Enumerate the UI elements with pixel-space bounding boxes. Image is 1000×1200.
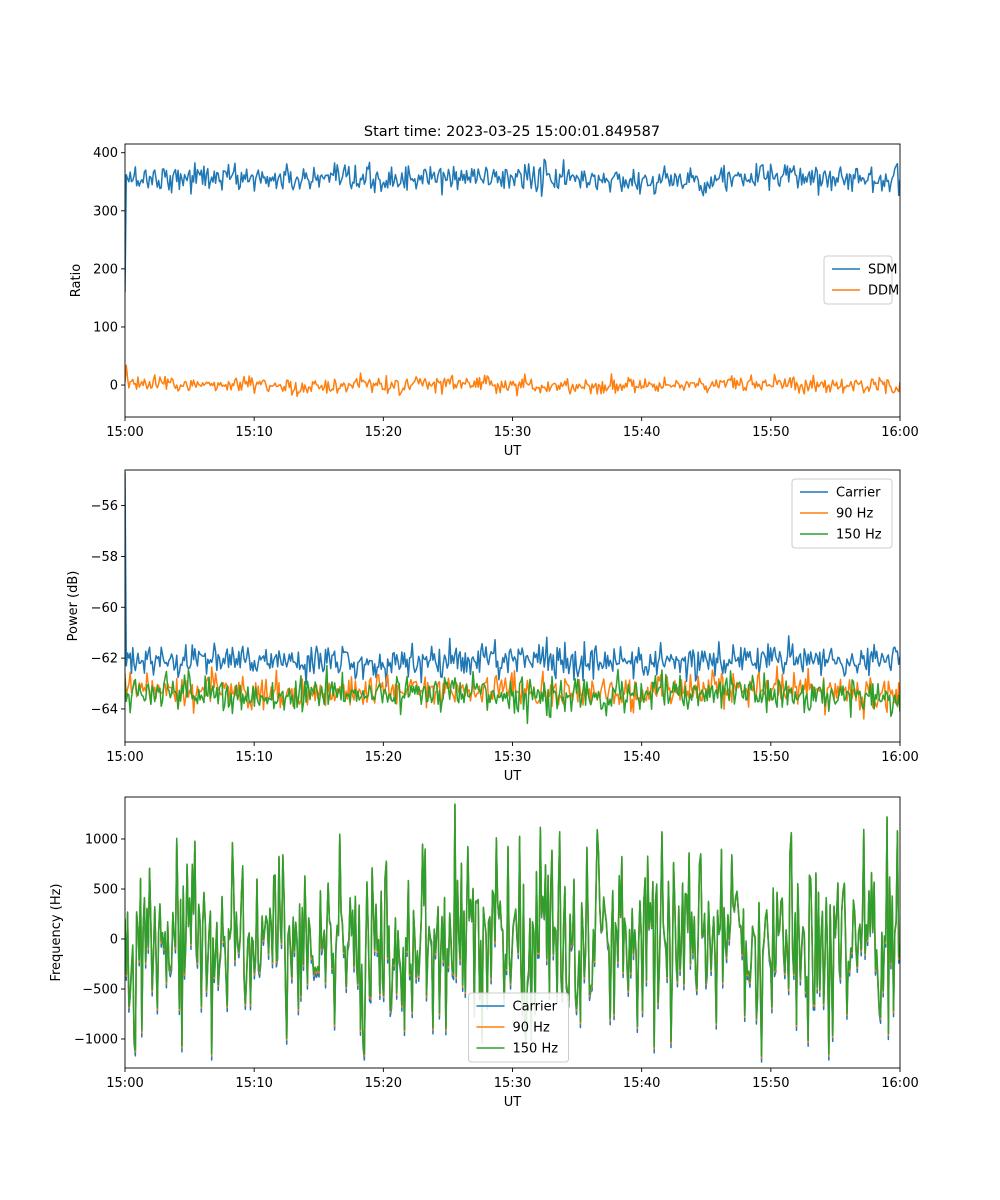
x-tick-label: 15:10: [235, 1076, 272, 1091]
y-tick-label: 0: [110, 933, 118, 948]
x-tick-label: 15:20: [365, 1076, 402, 1091]
frequency-panel: 15:00 15:10 15:20 15:30 15:40 15:50 16:00 −1000…: [49, 796, 919, 1110]
series-line-150-hz: [125, 803, 900, 1057]
x-tick-label: 15:20: [365, 425, 402, 440]
y-tick-label: 400: [93, 146, 118, 161]
x-axis-label: UT: [504, 769, 522, 784]
x-tick-label: 16:00: [881, 1076, 918, 1091]
legend-label: 150 Hz: [513, 1042, 559, 1057]
legend-label: Carrier: [513, 1000, 558, 1015]
legend-label: 150 Hz: [836, 528, 882, 543]
x-tick-label: 15:00: [106, 425, 143, 440]
legend-label: 90 Hz: [513, 1021, 550, 1036]
power-panel: 15:00 15:10 15:20 15:30 15:40 15:50 16:00 −64 −6…: [66, 469, 919, 784]
series-line-ddm: [125, 364, 900, 398]
series-line-sdm: [125, 158, 900, 293]
y-axis-label: Ratio: [69, 264, 84, 297]
x-tick-label: 15:30: [494, 425, 531, 440]
y-tick-label: 100: [93, 320, 118, 335]
legend-label: SDM: [868, 263, 897, 278]
series-lines: [125, 472, 900, 725]
x-axis-label: UT: [504, 444, 522, 459]
axes-frame: [124, 143, 901, 418]
y-tick-label: −1000: [74, 1033, 118, 1048]
y-tick-label: −56: [91, 499, 118, 514]
x-tick-label: 15:40: [623, 1076, 660, 1091]
y-axis-label: Power (dB): [66, 571, 81, 642]
y-tick-label: −60: [91, 601, 118, 616]
x-axis-label: UT: [504, 1095, 522, 1110]
y-tick-label: −64: [91, 702, 118, 717]
legend: Carrier 90 Hz 150 Hz: [468, 992, 569, 1063]
y-tick-label: 500: [93, 883, 118, 898]
legend-box: [823, 255, 893, 305]
x-tick-label: 15:40: [623, 425, 660, 440]
figure-title: Start time: 2023-03-25 15:00:01.849587: [364, 124, 660, 140]
y-tick-label: 300: [93, 204, 118, 219]
legend-box: [468, 992, 569, 1063]
x-tick-label: 15:50: [752, 750, 789, 765]
legend-label: 90 Hz: [836, 507, 873, 522]
x-tick-label: 15:00: [106, 1076, 143, 1091]
x-tick-label: 15:50: [752, 425, 789, 440]
x-tick-label: 15:30: [494, 750, 531, 765]
x-tick-label: 15:30: [494, 1076, 531, 1091]
x-tick-label: 15:10: [235, 750, 272, 765]
x-tick-label: 15:20: [365, 750, 402, 765]
x-tick-label: 15:10: [235, 425, 272, 440]
legend: SDM DDM: [823, 255, 899, 305]
x-tick-label: 16:00: [881, 425, 918, 440]
x-tick-label: 15:00: [106, 750, 143, 765]
y-tick-label: −58: [91, 550, 118, 565]
legend: Carrier 90 Hz 150 Hz: [791, 478, 893, 549]
y-tick-label: 0: [110, 379, 118, 394]
x-tick-label: 15:50: [752, 1076, 789, 1091]
x-tick-label: 16:00: [881, 750, 918, 765]
series-lines: [125, 803, 900, 1063]
y-tick-label: −62: [91, 652, 118, 667]
y-tick-label: −500: [82, 983, 118, 998]
y-tick-label: 200: [93, 262, 118, 277]
series-line-carrier: [125, 472, 900, 687]
series-line-150-hz: [125, 664, 900, 725]
ratio-panel: 15:00 15:10 15:20 15:30 15:40 15:50 16:00 0 100 2…: [69, 143, 919, 459]
y-axis-label: Frequency (Hz): [49, 883, 64, 981]
legend-label: DDM: [868, 284, 899, 299]
legend-box: [791, 478, 893, 549]
y-tick-label: 1000: [85, 833, 118, 848]
x-tick-label: 15:40: [623, 750, 660, 765]
series-lines: [125, 158, 900, 398]
legend-label: Carrier: [836, 486, 881, 501]
